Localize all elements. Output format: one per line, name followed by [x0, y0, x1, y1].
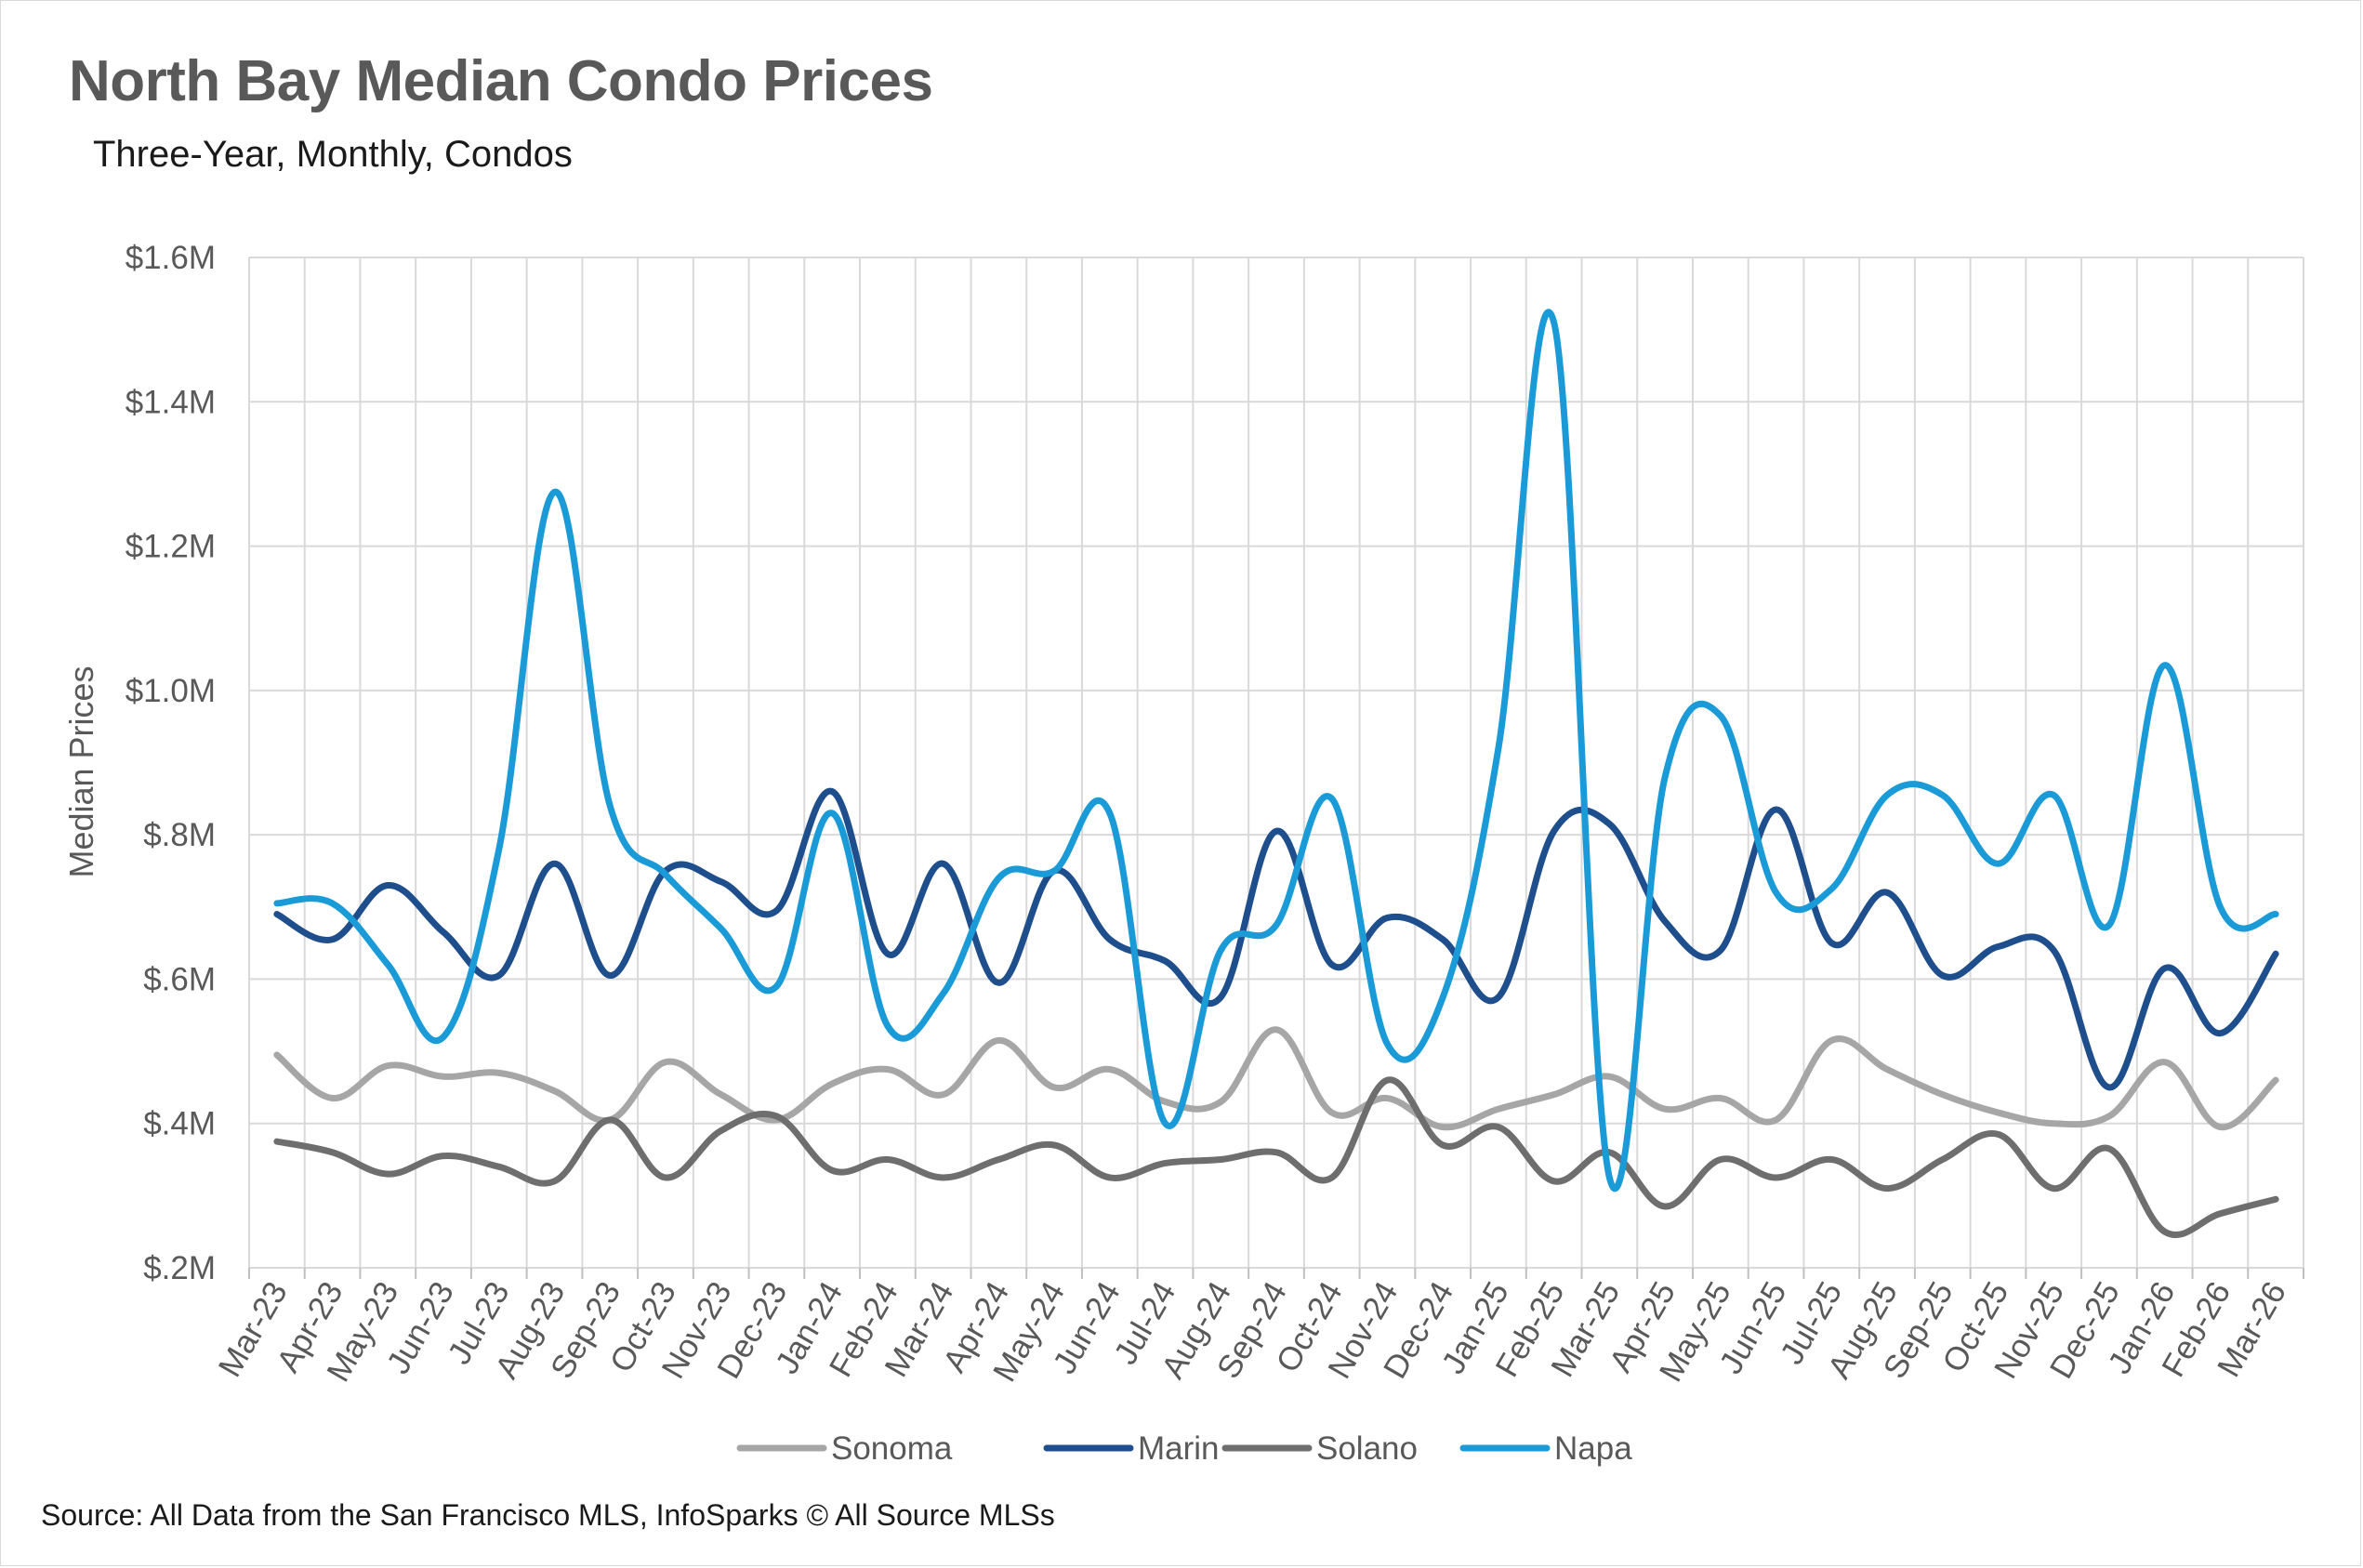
y-tick-label: $.4M [143, 1106, 216, 1142]
legend-label-marin: Marin [1138, 1430, 1220, 1467]
y-tick-label: $.6M [143, 961, 216, 997]
legend: Sonoma Marin Solano Napa [736, 1430, 1632, 1467]
series-line-marin [273, 788, 2279, 1091]
series-line-napa [273, 309, 2279, 1192]
series-line-sonoma [273, 1026, 2279, 1131]
y-tick-label: $.8M [143, 817, 216, 853]
y-tick-label: $1.0M [125, 673, 216, 709]
legend-label-napa: Napa [1554, 1430, 1632, 1467]
chart-title: North Bay Median Condo Prices [69, 49, 933, 113]
legend-label-sonoma: Sonoma [831, 1430, 953, 1467]
y-tick-label: $1.4M [125, 384, 216, 420]
y-axis-ticks: $.2M $.4M $.6M $.8M $1.0M $1.2M $1.4M $1.6M [125, 240, 216, 1286]
series-line-solano [273, 1076, 2279, 1239]
y-axis-title: Median Prices [62, 665, 100, 877]
gridlines [248, 257, 2304, 1279]
y-tick-label: $.2M [143, 1250, 216, 1286]
source-note: Source: All Data from the San Francisco … [41, 1498, 1055, 1532]
chart-subtitle: Three-Year, Monthly, Condos [93, 134, 573, 175]
y-tick-label: $1.2M [125, 529, 216, 565]
y-tick-label: $1.6M [125, 240, 216, 276]
legend-label-solano: Solano [1316, 1430, 1418, 1467]
x-axis-ticks: Mar-23Apr-23May-23Jun-23Jul-23Aug-23Sep-… [212, 1275, 2293, 1388]
series-lines [273, 309, 2279, 1239]
